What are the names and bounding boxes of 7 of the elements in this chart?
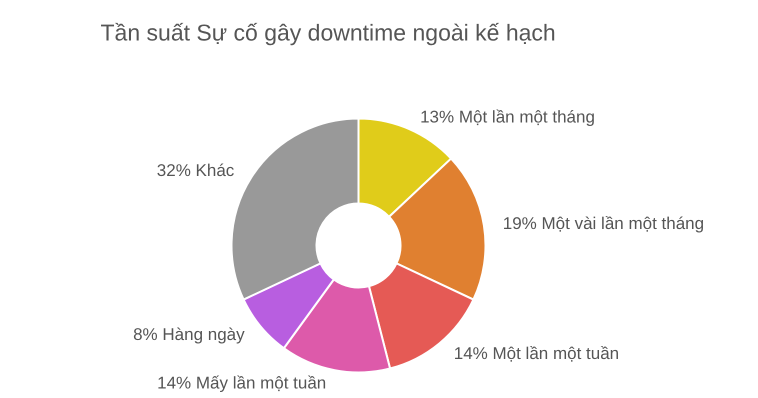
slice-label: 19% Một vài lần một tháng [502, 214, 704, 234]
chart-title: Tần suất Sự cố gây downtime ngoài kế hạch [100, 20, 556, 46]
slice-label: 8% Hàng ngày [133, 325, 246, 344]
slice-label: 32% Khác [156, 160, 235, 180]
slice-label: 14% Một lần một tuần [454, 344, 620, 363]
slice-label: 13% Một lần một tháng [420, 108, 595, 127]
slice-label: 14% Mấy lần một tuần [157, 374, 326, 393]
